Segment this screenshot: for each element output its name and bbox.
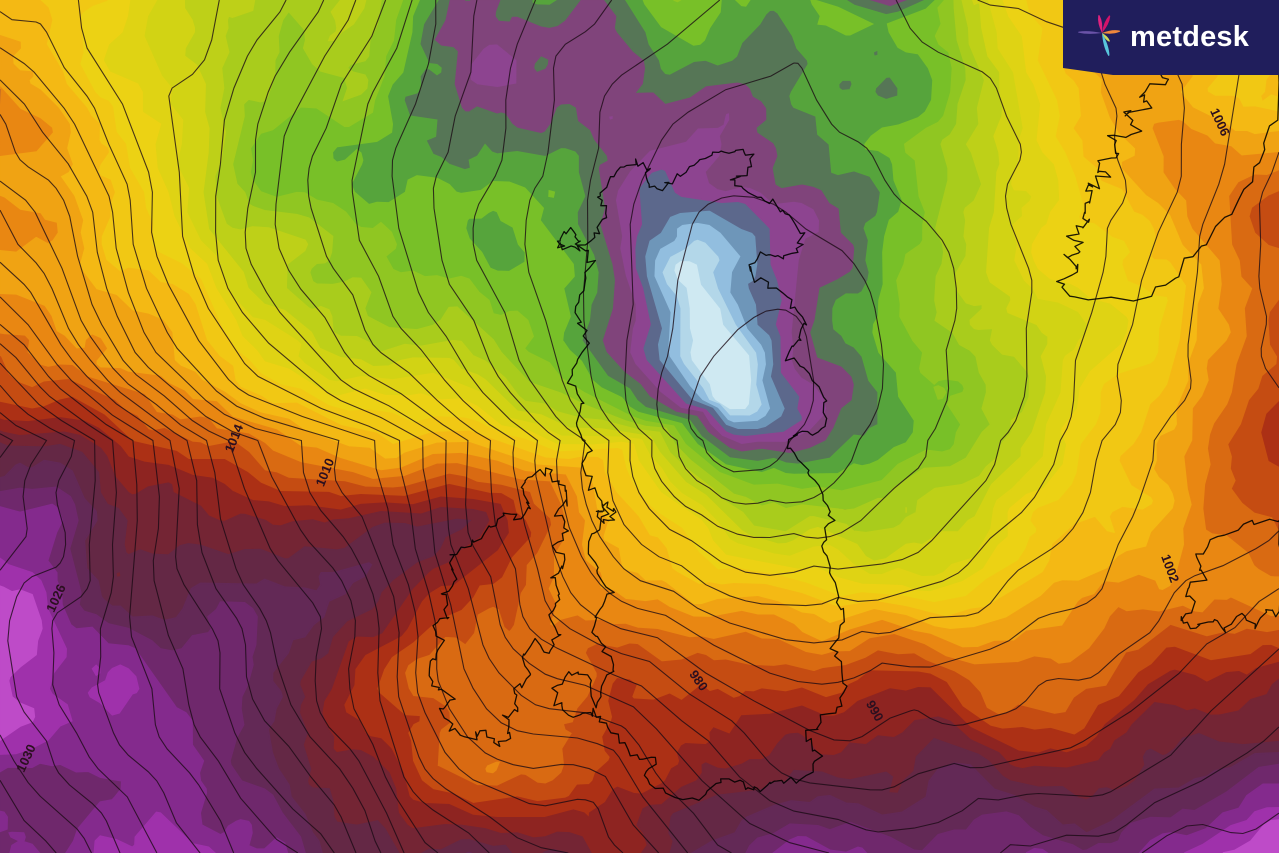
svg-text:metdesk: metdesk xyxy=(1130,21,1250,53)
